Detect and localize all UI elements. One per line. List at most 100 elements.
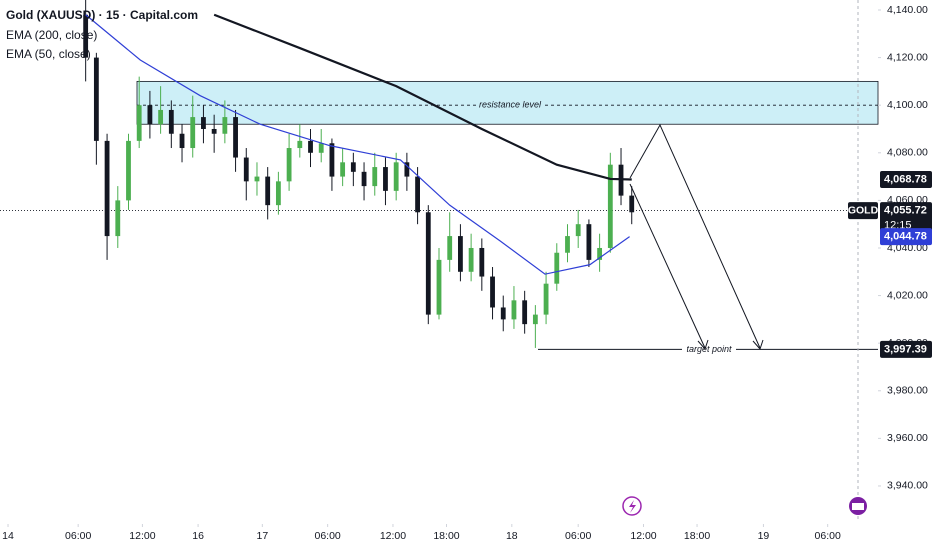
candle-body	[458, 236, 463, 272]
candle-body	[372, 167, 378, 187]
candle-body	[201, 117, 206, 129]
x-tick-label: 06:00	[315, 530, 341, 542]
candle-body	[329, 143, 335, 177]
x-tick-label: 06:00	[815, 530, 841, 542]
candle-body	[254, 176, 260, 182]
x-tick-label: 19	[758, 530, 770, 542]
symbol-label: GOLD	[848, 204, 879, 216]
candle-body	[436, 259, 442, 315]
candle-body	[393, 162, 399, 191]
price-label-box	[880, 202, 932, 233]
candle-body	[318, 143, 324, 153]
price-label: 4,055.72	[884, 204, 927, 216]
candle-body	[308, 140, 313, 153]
x-tick-label: 06:00	[65, 530, 91, 542]
candle-body	[447, 236, 453, 260]
candle-layer	[83, 0, 635, 348]
candle-body	[115, 200, 121, 237]
candle-body	[479, 247, 485, 277]
candle-body	[233, 117, 238, 158]
legend-entry: EMA (50, close)	[6, 47, 91, 61]
y-tick-label: 4,140.00	[887, 4, 928, 16]
legend-entry: EMA (200, close)	[6, 28, 97, 42]
y-tick-label: 4,100.00	[887, 99, 928, 111]
price-label-layer: 4,068.784,055.7212:15GOLD4,044.783,997.3…	[848, 170, 932, 358]
arrow-path	[629, 183, 706, 349]
label-bg	[478, 99, 542, 112]
zone-layer: resistance level target point	[0, 80, 879, 356]
x-tick-label: 18:00	[433, 530, 459, 542]
x-tick-label: 12:00	[630, 530, 656, 542]
arrow-head	[697, 339, 709, 350]
axis-layer: 3,940.003,960.003,980.004,000.004,020.00…	[2, 4, 928, 542]
candle-body	[222, 117, 228, 134]
y-tick-label: 4,020.00	[887, 289, 928, 301]
projection-arrows	[629, 123, 764, 350]
y-tick-label: 3,940.00	[887, 480, 928, 492]
candle-body	[511, 300, 517, 320]
candle-body	[286, 148, 292, 182]
chart-title: Gold (XAUUSD) · 15 · Capital.com	[6, 8, 198, 22]
line-layer	[85, 13, 632, 275]
x-tick-label: 14	[2, 530, 14, 542]
candle-body	[404, 162, 410, 177]
candle-body	[383, 167, 388, 191]
candle-body	[554, 252, 560, 284]
candle-body	[297, 140, 303, 149]
candle-body	[607, 164, 613, 248]
candle-body	[275, 181, 281, 206]
x-tick-label: 18:00	[684, 530, 710, 542]
candle-body	[500, 307, 506, 320]
candle-body	[93, 57, 99, 141]
x-tick-label: 17	[256, 530, 268, 542]
candle-body	[629, 195, 635, 213]
y-tick-label: 4,120.00	[887, 51, 928, 63]
candle-body	[179, 133, 185, 149]
candle-body	[211, 128, 217, 134]
candle-body	[490, 276, 495, 308]
candle-body	[350, 162, 356, 172]
chart-header: Gold (XAUUSD) · 15 · Capital.com EMA (20…	[6, 8, 198, 61]
candle-body	[522, 300, 528, 325]
candle-body	[361, 171, 367, 187]
resistance-label: resistance level	[479, 100, 542, 110]
ema-line	[85, 14, 630, 275]
x-tick-label: 12:00	[380, 530, 406, 542]
event-icons[interactable]	[622, 496, 867, 516]
candle-body	[532, 314, 538, 325]
x-tick-label: 18	[506, 530, 518, 542]
candle-body	[565, 236, 570, 253]
x-tick-label: 12:00	[129, 530, 155, 542]
label-bg	[682, 343, 736, 356]
candle-body	[415, 176, 420, 213]
y-tick-label: 4,080.00	[887, 147, 928, 159]
candle-body	[425, 212, 431, 315]
price-label: 4,044.78	[884, 231, 927, 243]
price-label-box	[880, 228, 932, 246]
x-tick-label: 16	[192, 530, 204, 542]
event-icon-glyph	[629, 500, 636, 513]
candle-body	[543, 283, 549, 315]
event-icon-glyph	[852, 503, 864, 510]
candle-body	[136, 105, 142, 141]
candle-body	[126, 140, 131, 201]
candle-body	[243, 157, 249, 182]
symbol-box	[848, 202, 878, 220]
candle-body	[147, 105, 153, 125]
y-tick-label: 3,980.00	[887, 385, 928, 397]
y-tick-label: 3,960.00	[887, 432, 928, 444]
candle-body	[158, 109, 164, 125]
candle-body	[83, 14, 89, 58]
price-label: 3,997.39	[884, 343, 927, 355]
price-label: 4,068.78	[884, 173, 927, 185]
candle-body	[265, 176, 271, 206]
candle-body	[575, 224, 581, 237]
price-label-box	[880, 170, 932, 188]
candle-body	[597, 247, 603, 260]
candle-body	[586, 224, 592, 260]
candle-body	[168, 109, 174, 134]
candle-body	[190, 117, 196, 149]
candle-body	[340, 162, 346, 177]
x-tick-label: 06:00	[565, 530, 591, 542]
